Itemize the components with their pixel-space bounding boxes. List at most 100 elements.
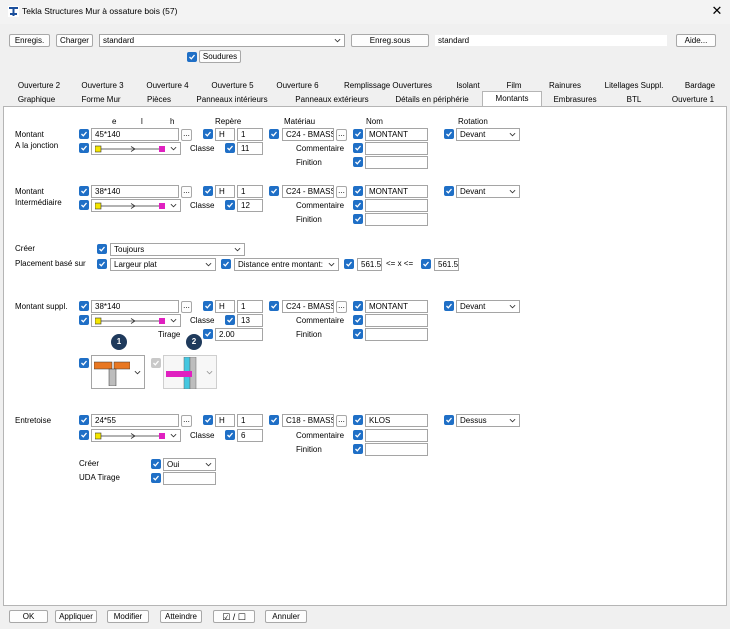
- save-as-button[interactable]: Enreg.sous: [351, 34, 429, 47]
- intermediate-profile-checkbox[interactable]: [79, 186, 89, 196]
- distance-min-checkbox[interactable]: [344, 259, 354, 269]
- brace-classe-input[interactable]: 6: [237, 429, 263, 442]
- ok-button[interactable]: OK: [9, 610, 48, 623]
- extra-comment-checkbox[interactable]: [353, 315, 363, 325]
- intermediate-repere-prefix[interactable]: H: [215, 185, 235, 198]
- intermediate-comment-checkbox[interactable]: [353, 200, 363, 210]
- extra-rotation-select[interactable]: Devant: [456, 300, 520, 313]
- extra-tirage-input[interactable]: 2.00: [215, 328, 263, 341]
- junction-repere-number[interactable]: 1: [237, 128, 263, 141]
- cancel-button[interactable]: Annuler: [265, 610, 307, 623]
- junction-name-input[interactable]: MONTANT: [365, 128, 428, 141]
- extra-name-checkbox[interactable]: [353, 301, 363, 311]
- extra-direction-checkbox[interactable]: [79, 315, 89, 325]
- brace-rotation-checkbox[interactable]: [444, 415, 454, 425]
- junction-comment-input[interactable]: [365, 142, 428, 155]
- create-select[interactable]: Toujours: [110, 243, 245, 256]
- brace-repere-number[interactable]: 1: [237, 414, 263, 427]
- distance-max-input[interactable]: 561.50: [434, 258, 459, 271]
- intermediate-classe-input[interactable]: 12: [237, 199, 263, 212]
- brace-material-browse-button[interactable]: ...: [336, 415, 347, 427]
- junction-repere-prefix[interactable]: H: [215, 128, 235, 141]
- create-checkbox[interactable]: [97, 244, 107, 254]
- extra-direction-select[interactable]: [91, 314, 181, 327]
- tab-litellages-suppl[interactable]: Litellages Suppl.: [604, 81, 664, 90]
- junction-material-checkbox[interactable]: [269, 129, 279, 139]
- preset-select[interactable]: standard: [99, 34, 345, 47]
- extra-finish-input[interactable]: [365, 328, 428, 341]
- intermediate-repere-checkbox[interactable]: [203, 186, 213, 196]
- brace-profile-checkbox[interactable]: [79, 415, 89, 425]
- tab-pieces[interactable]: Pièces: [146, 95, 171, 104]
- tab-bardage[interactable]: Bardage: [684, 81, 716, 90]
- junction-direction-select[interactable]: [91, 142, 181, 155]
- extra-shape1-checkbox[interactable]: [79, 358, 89, 368]
- extra-material-input[interactable]: C24 - BMASSI: [282, 300, 334, 313]
- junction-rotation-checkbox[interactable]: [444, 129, 454, 139]
- save-button[interactable]: Enregis.: [9, 34, 50, 47]
- junction-classe-checkbox[interactable]: [225, 143, 235, 153]
- extra-repere-prefix[interactable]: H: [215, 300, 235, 313]
- extra-profile-checkbox[interactable]: [79, 301, 89, 311]
- placement-checkbox[interactable]: [97, 259, 107, 269]
- intermediate-direction-checkbox[interactable]: [79, 200, 89, 210]
- get-button[interactable]: Atteindre: [160, 610, 202, 623]
- close-button[interactable]: ✕: [711, 3, 723, 18]
- brace-material-checkbox[interactable]: [269, 415, 279, 425]
- extra-classe-input[interactable]: 13: [237, 314, 263, 327]
- brace-create-checkbox[interactable]: [151, 459, 161, 469]
- junction-material-browse-button[interactable]: ...: [336, 129, 347, 141]
- extra-classe-checkbox[interactable]: [225, 315, 235, 325]
- brace-profile-input[interactable]: 24*55: [91, 414, 179, 427]
- tab-isolant[interactable]: Isolant: [456, 81, 480, 90]
- junction-classe-input[interactable]: 11: [237, 142, 263, 155]
- junction-profile-checkbox[interactable]: [79, 129, 89, 139]
- extra-rotation-checkbox[interactable]: [444, 301, 454, 311]
- help-button[interactable]: Aide...: [676, 34, 716, 47]
- welds-button[interactable]: Soudures: [199, 50, 241, 63]
- junction-rotation-select[interactable]: Devant: [456, 128, 520, 141]
- toggle-all-button[interactable]: ☑ / ☐: [213, 610, 255, 623]
- intermediate-profile-input[interactable]: 38*140: [91, 185, 179, 198]
- brace-repere-prefix[interactable]: H: [215, 414, 235, 427]
- intermediate-material-input[interactable]: C24 - BMASSI: [282, 185, 334, 198]
- brace-profile-browse-button[interactable]: ...: [181, 415, 192, 427]
- extra-shape2-checkbox[interactable]: [151, 358, 161, 368]
- tab-panneaux-interieurs[interactable]: Panneaux intérieurs: [196, 95, 268, 104]
- brace-comment-input[interactable]: [365, 429, 428, 442]
- tab-ouverture-6[interactable]: Ouverture 6: [276, 81, 319, 90]
- extra-tirage-checkbox[interactable]: [203, 329, 213, 339]
- brace-create-select[interactable]: Oui: [163, 458, 216, 471]
- brace-uda-input[interactable]: [163, 472, 216, 485]
- tab-film[interactable]: Film: [506, 81, 522, 90]
- junction-name-checkbox[interactable]: [353, 129, 363, 139]
- tab-ouverture-1[interactable]: Ouverture 1: [671, 95, 715, 104]
- brace-repere-checkbox[interactable]: [203, 415, 213, 425]
- extra-repere-checkbox[interactable]: [203, 301, 213, 311]
- brace-direction-select[interactable]: [91, 429, 181, 442]
- intermediate-repere-number[interactable]: 1: [237, 185, 263, 198]
- extra-finish-checkbox[interactable]: [353, 329, 363, 339]
- tab-embrasures[interactable]: Embrasures: [553, 95, 597, 104]
- extra-material-checkbox[interactable]: [269, 301, 279, 311]
- tab-remplissage-ouvertures[interactable]: Remplissage Ouvertures: [343, 81, 433, 90]
- tab-ouverture-4[interactable]: Ouverture 4: [146, 81, 189, 90]
- brace-finish-checkbox[interactable]: [353, 444, 363, 454]
- junction-comment-checkbox[interactable]: [353, 143, 363, 153]
- intermediate-material-browse-button[interactable]: ...: [336, 186, 347, 198]
- junction-finish-checkbox[interactable]: [353, 157, 363, 167]
- brace-direction-checkbox[interactable]: [79, 430, 89, 440]
- load-button[interactable]: Charger: [56, 34, 93, 47]
- extra-shape1-select[interactable]: [91, 355, 145, 389]
- brace-rotation-select[interactable]: Dessus: [456, 414, 520, 427]
- tab-ouverture-5[interactable]: Ouverture 5: [211, 81, 254, 90]
- intermediate-classe-checkbox[interactable]: [225, 200, 235, 210]
- junction-profile-input[interactable]: 45*140: [91, 128, 179, 141]
- extra-name-input[interactable]: MONTANT: [365, 300, 428, 313]
- intermediate-direction-select[interactable]: [91, 199, 181, 212]
- distance-max-checkbox[interactable]: [421, 259, 431, 269]
- extra-repere-number[interactable]: 1: [237, 300, 263, 313]
- save-as-input[interactable]: standard: [434, 34, 668, 47]
- brace-name-checkbox[interactable]: [353, 415, 363, 425]
- placement-select[interactable]: Largeur plat: [110, 258, 216, 271]
